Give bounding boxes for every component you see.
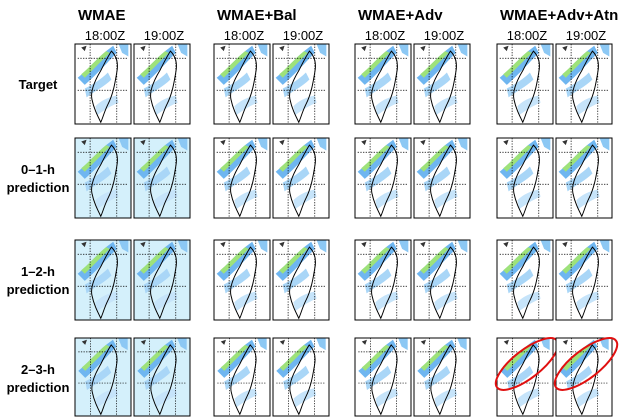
time-label: 19:00Z	[566, 28, 607, 43]
time-label: 18:00Z	[507, 28, 548, 43]
time-label: 18:00Z	[365, 28, 406, 43]
row-label: prediction	[7, 180, 70, 195]
row-label: prediction	[7, 380, 70, 395]
figure: WMAE 18:00Z 19:00Z WMAE+Bal 18:00Z 19:00Z WMAE…	[0, 0, 624, 419]
group-title: WMAE+Adv	[358, 7, 443, 24]
row-label: 2–3-h	[21, 362, 55, 377]
time-label: 18:00Z	[85, 28, 126, 43]
time-label: 19:00Z	[424, 28, 465, 43]
time-label: 19:00Z	[283, 28, 324, 43]
group-title: WMAE+Adv+Atn	[500, 7, 618, 24]
time-label: 18:00Z	[224, 28, 265, 43]
group-title: WMAE	[78, 7, 126, 24]
row-label: 1–2-h	[21, 264, 55, 279]
time-label: 19:00Z	[144, 28, 185, 43]
group-title: WMAE+Bal	[217, 7, 297, 24]
row-label: prediction	[7, 282, 70, 297]
row-label: 0–1-h	[21, 162, 55, 177]
row-label: Target	[19, 77, 58, 92]
